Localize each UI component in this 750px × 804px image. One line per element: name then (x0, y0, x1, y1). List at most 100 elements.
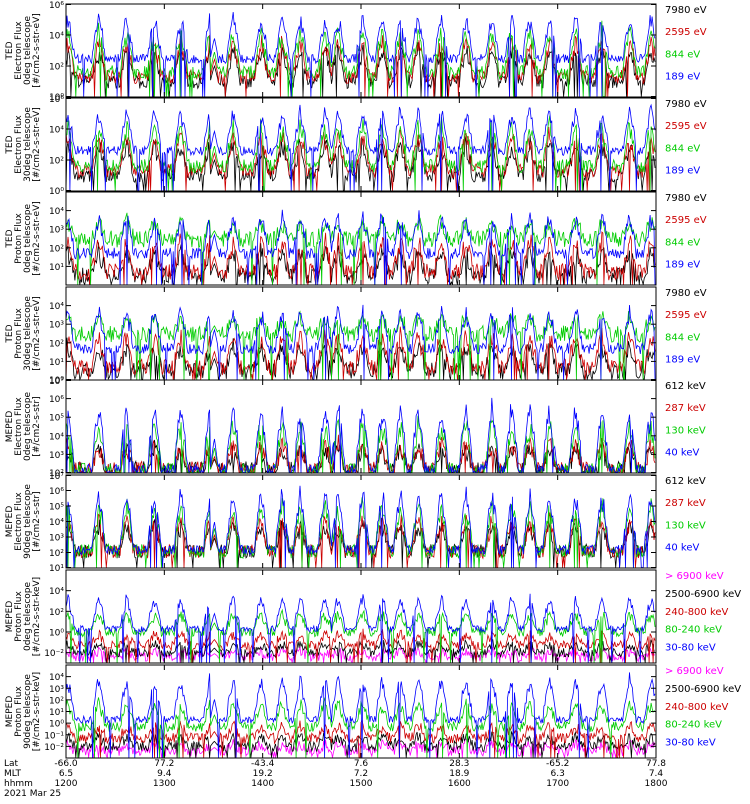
x-tick-label-hhmm: 1200 (55, 779, 78, 789)
series-line-4-2 (65, 326, 656, 380)
legend-entry: 844 eV (665, 49, 700, 60)
legend-entry: 2500-6900 keV (665, 684, 741, 695)
x-tick-label-hhmm: 1800 (645, 779, 668, 789)
y-tick-label: 10³ (49, 451, 64, 461)
legend-entry: 287 keV (665, 403, 706, 414)
series-line-4-1 (65, 337, 656, 381)
y-axis-label-line: MEPED (5, 601, 15, 633)
legend-entry: 130 keV (665, 425, 706, 436)
y-tick-label: 10¹ (49, 708, 64, 718)
y-tick-label: 10² (49, 244, 64, 254)
legend-entry: 844 eV (665, 332, 700, 343)
y-axis-label: MEPEDProton Flux0deg telescope[#/cm2-s-s… (5, 577, 42, 656)
series-line-3-4 (65, 209, 656, 285)
y-tick-label: 10⁷ (49, 472, 64, 482)
legend-entry: 612 keV (665, 476, 706, 487)
panel-4: 10⁰ 10¹ 10² 10³ 10⁴ TEDProton Flux30deg teles… (5, 286, 707, 386)
series-line-5-1 (65, 439, 656, 475)
y-tick-label: 10⁰ (49, 376, 64, 386)
y-tick-label: 10⁴ (49, 126, 64, 136)
x-tick-label-mlt: 19.2 (253, 769, 273, 779)
x-tick-label-mlt: 9.4 (157, 769, 172, 779)
y-axis-label-line: 0deg telescope (23, 16, 33, 86)
y-axis-label-line: TED (5, 229, 15, 248)
x-tick-label-mlt: 6.5 (59, 769, 73, 779)
legend-entry: 7980 eV (665, 5, 707, 16)
panel-1: 10⁰ 10² 10⁴ 10⁶ TEDElectron Flux0deg telesco… (5, 1, 707, 103)
series-line-1-3 (65, 20, 656, 97)
legend-entry: 7980 eV (665, 99, 707, 110)
y-tick-label: 10² (49, 157, 64, 167)
y-axis-label-line: Electron Flux (14, 492, 24, 551)
legend-entry: 30-80 keV (665, 643, 716, 654)
y-tick-label: 10² (49, 549, 64, 559)
y-tick-label: 10⁴ (49, 207, 64, 217)
x-tick-label-hhmm: 1700 (546, 779, 569, 789)
y-tick-label: 10⁴ (49, 518, 64, 528)
y-axis-label: TEDProton Flux30deg telescope[#/cm2-s-st… (5, 296, 42, 371)
y-axis-label-line: MEPED (5, 506, 15, 538)
y-tick-label: 10⁴ (49, 432, 64, 442)
panel-2: 10⁰ 10² 10⁴ 10⁶ TEDElectron Flux30deg telesc… (5, 95, 707, 197)
legend-entry: 80-240 keV (665, 625, 722, 636)
y-axis-label-line: [#/cm2-s-str] (32, 491, 42, 551)
y-axis-label-line: 30deg telescope (23, 107, 33, 182)
y-axis-label-line: Proton Flux (14, 308, 24, 359)
x-row-label-mlt: MLT (4, 769, 22, 779)
y-axis-label-line: 0deg telescope (23, 204, 33, 274)
y-tick-label: 10¹ (49, 564, 64, 574)
x-tick-label-lat: -66.0 (54, 759, 78, 769)
y-axis-label-line: MEPED (5, 411, 15, 443)
y-axis-label-line: Proton Flux (14, 213, 24, 264)
y-axis-label-line: Proton Flux (14, 591, 24, 642)
legend-entry: 2595 eV (665, 121, 707, 132)
y-tick-label: 10⁴ (49, 587, 64, 597)
legend-entry: 189 eV (665, 71, 700, 82)
y-tick-label: 10⁻² (44, 649, 64, 659)
y-axis-label: TEDElectron Flux0deg telescope[#/cm2-s-s… (5, 13, 42, 88)
legend-entry: 80-240 keV (665, 720, 722, 731)
y-axis-label-line: [#/cm2-s-str-eV] (32, 201, 42, 276)
series-line-4-4 (65, 304, 656, 380)
series-line-4-3 (65, 310, 656, 380)
legend-entry: 2595 eV (665, 27, 707, 38)
y-axis-label-line: [#/cm2-s-str-eV] (32, 296, 42, 371)
y-axis-label-line: TED (5, 135, 15, 154)
y-tick-label: 10² (49, 339, 64, 349)
y-tick-label: 10³ (49, 321, 64, 331)
legend-entry: 2595 eV (665, 310, 707, 321)
y-tick-label: 10⁵ (49, 503, 64, 513)
legend-entry: 40 keV (665, 542, 699, 553)
x-tick-label-mlt: 7.4 (649, 769, 664, 779)
y-tick-label: 10⁶ (49, 95, 64, 105)
series-line-2-2 (65, 126, 656, 191)
x-tick-label-hhmm: 1400 (251, 779, 274, 789)
x-tick-label-mlt: 7.2 (354, 769, 368, 779)
legend-entry: 189 eV (665, 259, 700, 270)
x-tick-label-hhmm: 1300 (153, 779, 176, 789)
legend-entry: 189 eV (665, 165, 700, 176)
y-axis-label: TEDElectron Flux30deg telescope[#/cm2-s-… (5, 107, 42, 182)
y-tick-label: 10⁰ (49, 187, 64, 197)
y-tick-label: 10⁷ (49, 377, 64, 387)
panel-5: 10² 10³ 10⁴ 10⁵ 10⁶ 10⁷ MEPEDElectron Flux0deg… (5, 377, 706, 479)
x-tick-label-mlt: 18.9 (449, 769, 469, 779)
series-line-8-4 (65, 697, 656, 758)
y-axis-label-line: TED (5, 324, 15, 343)
legend-entry: 240-800 keV (665, 702, 729, 713)
plot-date: 2021 Mar 25 (4, 789, 61, 799)
y-axis-label-line: MEPED (5, 696, 15, 728)
y-axis-label-line: [#/cm2-s-str-keV] (32, 672, 42, 751)
x-row-label-hhmm: hhmm (4, 779, 33, 789)
y-axis-label-line: Electron Flux (14, 115, 24, 174)
y-axis-label-line: [#/cm2-s-str-eV] (32, 13, 42, 88)
legend-entry: 30-80 keV (665, 738, 716, 749)
series-line-7-5 (65, 593, 656, 663)
y-tick-label: 10⁰ (49, 629, 64, 639)
legend-entry: 2595 eV (665, 215, 707, 226)
y-axis-label-line: [#/cm2-s-str-keV] (32, 577, 42, 656)
legend-entry: > 6900 keV (665, 666, 724, 677)
y-axis-label: MEPEDProton Flux90deg telescope[#/cm2-s-… (5, 672, 42, 751)
y-axis-label-line: 0deg telescope (23, 582, 33, 652)
